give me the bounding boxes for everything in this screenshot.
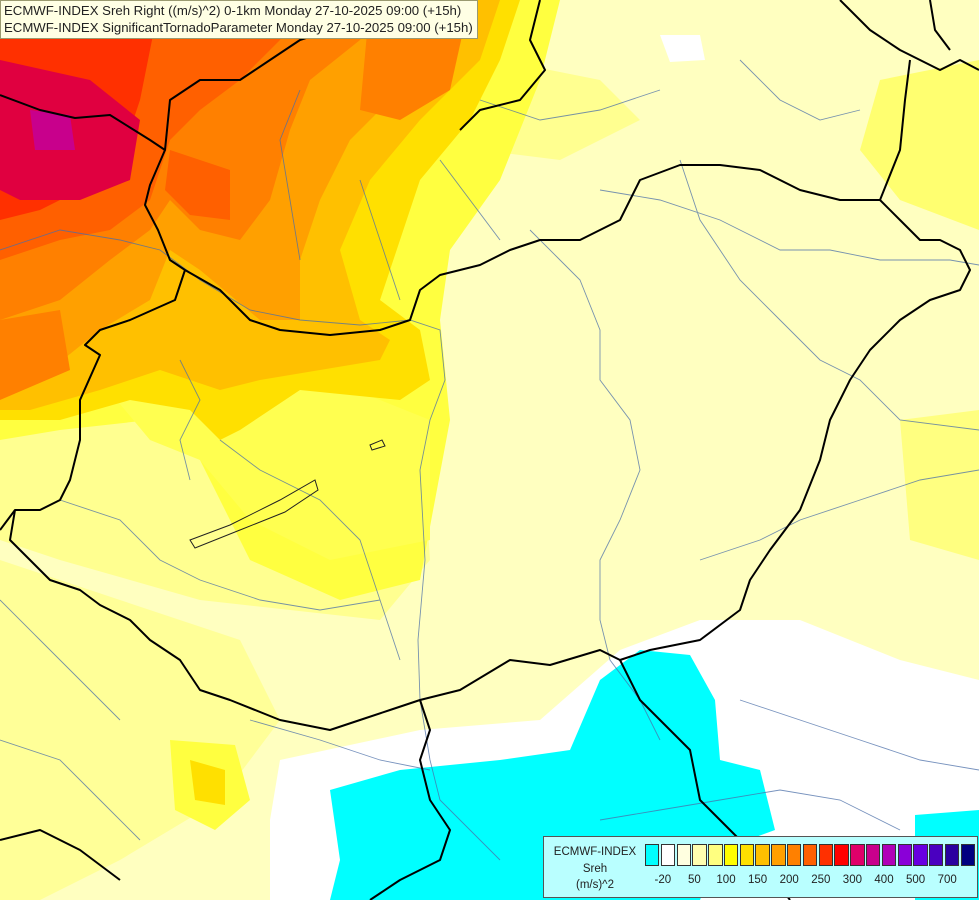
legend-swatch — [771, 844, 786, 866]
legend-swatch — [881, 844, 897, 866]
color-legend: ECMWF-INDEX Sreh (m/s)^2 -20 50 100 150 200 2… — [543, 836, 978, 898]
legend-swatch — [929, 844, 944, 866]
legend-tick-label: 700 — [937, 874, 957, 886]
legend-source: ECMWF-INDEX — [553, 846, 637, 858]
legend-swatch — [660, 844, 676, 866]
legend-swatch — [787, 844, 802, 866]
legend-swatch — [913, 844, 928, 866]
legend-tick-label: 500 — [906, 874, 926, 886]
legend-swatch — [897, 844, 912, 866]
legend-tick-label: 100 — [716, 874, 736, 886]
legend-tick-label: -20 — [654, 874, 672, 886]
legend-swatch — [708, 844, 723, 866]
legend-ticks: -20 50 100 150 200 250 300 400 500 700 — [645, 874, 975, 890]
legend-swatch — [739, 844, 755, 866]
legend-swatch — [960, 844, 976, 866]
legend-tick-label: 300 — [842, 874, 862, 886]
legend-swatch — [645, 844, 660, 866]
legend-unit: (m/s)^2 — [576, 879, 614, 891]
map-title: ECMWF-INDEX Sreh Right ((m/s)^2) 0-1km M… — [0, 0, 478, 39]
legend-swatch — [802, 844, 818, 866]
legend-swatch — [755, 844, 770, 866]
legend-swatch — [723, 844, 739, 866]
legend-tick-label: 200 — [779, 874, 799, 886]
legend-tick-label: 50 — [687, 874, 701, 886]
legend-swatch — [850, 844, 865, 866]
legend-swatch — [865, 844, 881, 866]
legend-tick-label: 400 — [874, 874, 894, 886]
legend-swatch — [818, 844, 833, 866]
legend-swatch — [692, 844, 707, 866]
legend-swatch — [834, 844, 849, 866]
legend-variable: Sreh — [582, 863, 608, 875]
legend-swatch — [944, 844, 960, 866]
legend-tick-label: 250 — [811, 874, 831, 886]
legend-swatch — [676, 844, 691, 866]
title-line-2: ECMWF-INDEX SignificantTornadoParameter … — [4, 20, 473, 35]
legend-swatches — [645, 844, 976, 866]
legend-tick-label: 150 — [748, 874, 768, 886]
title-line-1: ECMWF-INDEX Sreh Right ((m/s)^2) 0-1km M… — [4, 3, 462, 18]
